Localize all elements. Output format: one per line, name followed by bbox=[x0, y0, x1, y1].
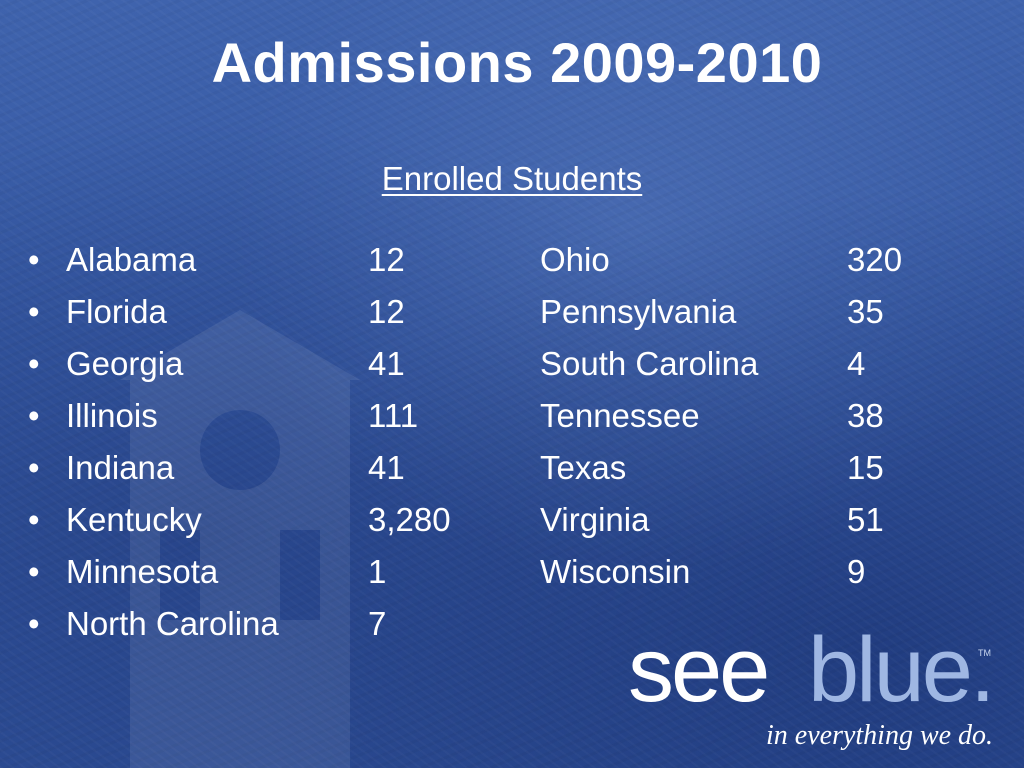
student-count: 3,280 bbox=[368, 501, 451, 538]
list-item: • Alabama 12 Ohio 320 bbox=[0, 240, 1024, 292]
bullet: • bbox=[28, 293, 40, 330]
bullet: • bbox=[28, 397, 40, 434]
state-name: Florida bbox=[66, 293, 167, 330]
tagline: in everything we do. bbox=[766, 720, 994, 751]
bullet: • bbox=[28, 553, 40, 590]
logo-blue-text: blue. bbox=[808, 619, 995, 721]
state-name: Minnesota bbox=[66, 553, 219, 590]
student-count: 12 bbox=[368, 293, 405, 330]
student-count: 41 bbox=[368, 345, 405, 382]
see-blue-logo: see blue. TM bbox=[628, 619, 1008, 721]
bullet: • bbox=[28, 605, 40, 642]
list-item: • Minnesota 1 Wisconsin 9 bbox=[0, 552, 1024, 604]
student-count: 111 bbox=[368, 397, 419, 434]
logo-see-text: see bbox=[628, 619, 770, 721]
list-item: • Kentucky 3,280 Virginia 51 bbox=[0, 500, 1024, 552]
list-item: • North Carolina 7 bbox=[0, 604, 1024, 656]
student-count: 7 bbox=[368, 605, 387, 642]
state-name: Virginia bbox=[540, 501, 650, 538]
state-name: Texas bbox=[540, 449, 627, 486]
slide-subtitle: Enrolled Students bbox=[381, 160, 643, 197]
list-item: • Georgia 41 South Carolina 4 bbox=[0, 344, 1024, 396]
bullet: • bbox=[28, 345, 40, 382]
bullet: • bbox=[28, 449, 40, 486]
state-name: Illinois bbox=[66, 397, 158, 434]
list-item: • Indiana 41 Texas 15 bbox=[0, 448, 1024, 500]
student-count: 320 bbox=[847, 241, 903, 278]
student-count: 12 bbox=[368, 241, 405, 278]
state-name: Pennsylvania bbox=[540, 293, 737, 330]
bullet: • bbox=[28, 241, 40, 278]
state-name: Tennessee bbox=[540, 397, 700, 434]
student-count: 35 bbox=[847, 293, 884, 330]
student-count: 1 bbox=[368, 553, 387, 590]
state-name: Wisconsin bbox=[540, 553, 691, 590]
state-name: South Carolina bbox=[540, 345, 759, 382]
bullet: • bbox=[28, 501, 40, 538]
student-count: 9 bbox=[847, 553, 866, 590]
state-name: Kentucky bbox=[66, 501, 202, 538]
student-count: 41 bbox=[368, 449, 405, 486]
state-name: Alabama bbox=[66, 241, 197, 278]
student-count: 51 bbox=[847, 501, 884, 538]
student-count: 38 bbox=[847, 397, 884, 434]
state-name: Ohio bbox=[540, 241, 610, 278]
trademark-mark: TM bbox=[978, 648, 991, 658]
student-count: 15 bbox=[847, 449, 884, 486]
slide-title: Admissions 2009-2010 bbox=[211, 31, 823, 94]
student-count: 4 bbox=[847, 345, 866, 382]
list-item: • Illinois 111 Tennessee 38 bbox=[0, 396, 1024, 448]
state-name: North Carolina bbox=[66, 605, 279, 642]
state-name: Georgia bbox=[66, 345, 184, 382]
list-item: • Florida 12 Pennsylvania 35 bbox=[0, 292, 1024, 344]
state-name: Indiana bbox=[66, 449, 175, 486]
